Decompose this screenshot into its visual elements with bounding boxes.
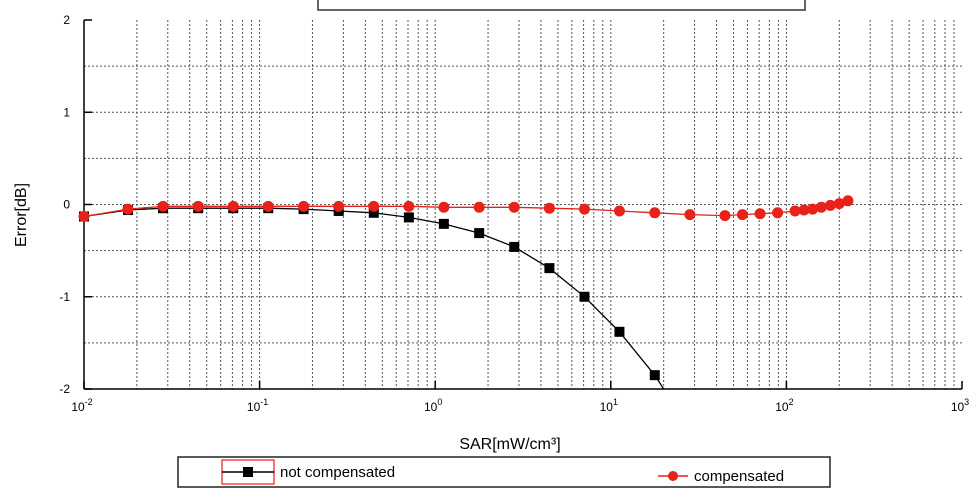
data-point-series-1 (122, 203, 134, 215)
data-point-series-1 (508, 201, 520, 213)
legend-entry-compensated: compensated (658, 468, 784, 485)
data-point-series-1 (78, 210, 90, 222)
legend-label-compensated: compensated (694, 468, 784, 485)
legend-marker-compensated (668, 471, 678, 481)
top-legend-box-remnant (317, 0, 806, 11)
data-point-series-0 (474, 228, 485, 239)
legend-marker-not-compensated (243, 467, 253, 477)
data-point-series-1 (192, 200, 204, 212)
data-point-series-1 (543, 202, 555, 214)
y-tick-label: -1 (59, 290, 70, 304)
data-point-series-1 (368, 200, 380, 212)
data-point-series-1 (262, 200, 274, 212)
data-point-series-1 (719, 210, 731, 222)
series-layer (78, 195, 854, 390)
data-point-series-1 (403, 200, 415, 212)
data-point-series-1 (157, 200, 169, 212)
data-point-series-0 (649, 370, 660, 381)
data-point-series-1 (807, 203, 819, 215)
data-point-series-0 (368, 207, 379, 218)
data-point-series-1 (438, 201, 450, 213)
legend-entry-not-compensated: not compensated (221, 459, 395, 485)
data-point-series-1 (789, 205, 801, 217)
data-point-series-1 (833, 198, 845, 210)
data-point-series-0 (544, 263, 555, 274)
x-tick-label: 101 (600, 397, 618, 414)
data-point-series-1 (815, 201, 827, 213)
y-tick-label: 1 (63, 105, 70, 119)
data-point-series-0 (614, 326, 625, 337)
data-point-series-1 (333, 200, 345, 212)
x-tick-label: 102 (775, 397, 793, 414)
legend: not compensated compensated (177, 456, 831, 488)
data-point-series-1 (578, 203, 590, 215)
legend-box (177, 456, 831, 488)
data-point-series-1 (772, 207, 784, 219)
data-point-series-1 (298, 200, 310, 212)
data-point-series-1 (227, 200, 239, 212)
series-line-0 (83, 207, 665, 390)
ticks: 210-1-210-2 10-1 100 101 102 103 (59, 13, 969, 414)
data-point-series-1 (736, 209, 748, 221)
data-point-series-1 (684, 209, 696, 221)
data-point-series-1 (649, 207, 661, 219)
x-tick-label: 100 (424, 397, 442, 414)
x-tick-label: 103 (951, 397, 969, 414)
data-point-series-1 (754, 208, 766, 220)
x-axis-label: SAR[mW/cm³] (459, 436, 560, 453)
data-point-series-0 (403, 212, 414, 223)
data-point-series-1 (473, 201, 485, 213)
legend-label-not-compensated: not compensated (280, 464, 395, 481)
data-point-series-1 (613, 205, 625, 217)
data-point-series-0 (579, 291, 590, 302)
data-point-series-0 (509, 241, 520, 252)
y-tick-label: -2 (59, 382, 70, 396)
data-point-series-1 (798, 204, 810, 216)
y-axis-label: Error[dB] (13, 183, 30, 247)
data-point-series-1 (824, 199, 836, 211)
x-tick-label: 10-1 (247, 397, 268, 414)
data-point-series-1 (842, 195, 854, 207)
y-tick-label: 0 (63, 198, 70, 212)
y-tick-label: 2 (63, 13, 70, 27)
x-tick-label: 10-2 (71, 397, 92, 414)
data-point-series-0 (438, 218, 449, 229)
